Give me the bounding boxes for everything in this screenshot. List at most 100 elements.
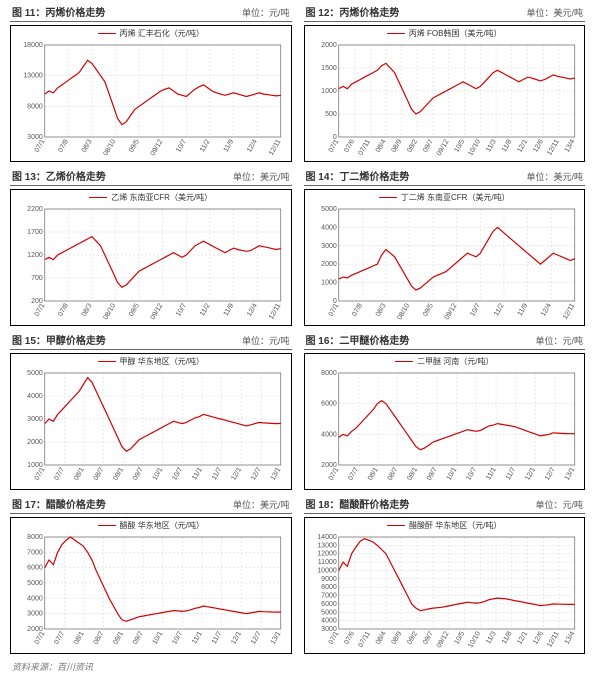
svg-text:09/7: 09/7	[422, 630, 435, 645]
svg-text:12/11: 12/11	[561, 302, 576, 320]
svg-text:08/10: 08/10	[102, 302, 117, 321]
svg-text:09/1: 09/1	[406, 466, 419, 481]
legend-line-icon	[387, 33, 405, 34]
svg-text:09/7: 09/7	[132, 630, 145, 645]
svg-text:09/1: 09/1	[112, 466, 125, 481]
chart-legend: 醋酸酐 华东地区（元/吨）	[307, 520, 583, 531]
svg-text:09/12: 09/12	[435, 138, 450, 157]
svg-text:8000: 8000	[27, 103, 43, 110]
panel-header: 图 14：丁二烯价格走势 单位：美元/吨	[304, 168, 586, 186]
svg-text:12/1: 12/1	[230, 630, 243, 645]
svg-text:10/7: 10/7	[469, 302, 482, 317]
chart-legend: 丙烯 汇丰石化（元/吨）	[13, 28, 289, 39]
svg-text:12/4: 12/4	[540, 302, 553, 317]
chart-grid: 图 11：丙烯价格走势 单位：元/吨 丙烯 汇丰石化（元/吨） 3000 8000…	[10, 4, 585, 654]
chart-body: 200040006000800007/107/708/108/709/109/7…	[307, 369, 583, 487]
svg-text:09/1: 09/1	[112, 630, 125, 645]
chart-box: 丁二烯 东南亚CFR（美元/吨） 01000200030004000500007…	[304, 189, 586, 326]
chart-box: 醋酸酐 华东地区（元/吨） 30004000500060007000800090…	[304, 517, 586, 654]
chart-row: 图 17：醋酸价格走势 单位：美元/吨 醋酸 华东地区（元/吨） 2000300…	[10, 496, 585, 654]
legend-line-icon	[98, 33, 116, 34]
svg-text:12/11: 12/11	[268, 302, 283, 320]
svg-text:11/2: 11/2	[493, 302, 506, 317]
svg-text:9000: 9000	[321, 576, 337, 583]
svg-text:5000: 5000	[27, 580, 43, 587]
panel-header: 图 13：乙烯价格走势 单位：美元/吨	[10, 168, 292, 186]
chart-row: 图 11：丙烯价格走势 单位：元/吨 丙烯 汇丰石化（元/吨） 30008000…	[10, 4, 585, 162]
svg-text:11/7: 11/7	[504, 466, 517, 481]
panel-unit: 单位：美元/吨	[526, 6, 583, 19]
panel-header: 图 15：甲醇价格走势 单位：元/吨	[10, 332, 292, 350]
legend-label: 乙烯 东南亚CFR（美元/吨）	[111, 192, 212, 203]
chart-panel: 图 11：丙烯价格走势 单位：元/吨 丙烯 汇丰石化（元/吨） 30008000…	[10, 4, 292, 162]
chart-row: 图 13：乙烯价格走势 单位：美元/吨 乙烯 东南亚CFR（美元/吨） 2007…	[10, 168, 585, 326]
svg-text:11/3: 11/3	[485, 630, 498, 645]
legend-label: 甲醇 华东地区（元/吨）	[120, 356, 204, 367]
svg-text:11/1: 11/1	[191, 466, 204, 481]
panel-unit: 单位：元/吨	[242, 6, 290, 19]
svg-text:11/2: 11/2	[199, 138, 212, 153]
chart-box: 丙烯 汇丰石化（元/吨） 30008000130001800007/107/80…	[10, 25, 292, 162]
svg-text:09/12: 09/12	[435, 630, 450, 649]
svg-text:09/2: 09/2	[406, 138, 419, 153]
panel-header: 图 12：丙烯价格走势 单位：美元/吨	[304, 4, 586, 22]
svg-text:4000: 4000	[321, 618, 337, 625]
svg-text:07/8: 07/8	[351, 302, 364, 317]
svg-text:12/11: 12/11	[268, 138, 283, 156]
panel-header: 图 11：丙烯价格走势 单位：元/吨	[10, 4, 292, 22]
svg-text:08/10: 08/10	[102, 138, 117, 157]
chart-row: 图 15：甲醇价格走势 单位：元/吨 甲醇 华东地区（元/吨） 10002000…	[10, 332, 585, 490]
svg-text:08/9: 08/9	[390, 630, 403, 645]
svg-text:13000: 13000	[23, 73, 43, 80]
chart-body: 200030004000500060007000800007/107/708/1…	[13, 533, 289, 651]
svg-text:10000: 10000	[317, 567, 337, 574]
svg-text:10/1: 10/1	[152, 630, 165, 645]
svg-text:10/1: 10/1	[445, 466, 458, 481]
chart-legend: 丙烯 FOB韩国（美元/吨）	[307, 28, 583, 39]
svg-text:07/11: 07/11	[357, 630, 372, 648]
panel-header: 图 17：醋酸价格走势 单位：美元/吨	[10, 496, 292, 514]
svg-text:09/12: 09/12	[150, 302, 165, 321]
svg-text:11/8: 11/8	[500, 630, 513, 645]
chart-body: 01000200030004000500007/107/808/308/1009…	[307, 205, 583, 323]
svg-text:10/7: 10/7	[175, 138, 188, 153]
svg-text:3000: 3000	[27, 611, 43, 618]
svg-text:13000: 13000	[317, 542, 337, 549]
svg-text:2200: 2200	[27, 206, 43, 213]
svg-text:07/1: 07/1	[327, 302, 340, 317]
svg-text:13/1: 13/1	[563, 466, 576, 481]
legend-label: 醋酸酐 华东地区（元/吨）	[409, 520, 501, 531]
svg-text:14000: 14000	[317, 534, 337, 541]
panel-title: 图 13：乙烯价格走势	[12, 168, 106, 183]
svg-text:12/6: 12/6	[532, 630, 545, 645]
svg-text:6000: 6000	[321, 601, 337, 608]
chart-body: 30008000130001800007/107/808/308/1009/50…	[13, 41, 289, 159]
svg-text:08/1: 08/1	[366, 466, 379, 481]
svg-text:08/3: 08/3	[81, 138, 94, 153]
panel-unit: 单位：元/吨	[242, 334, 290, 347]
svg-text:3000: 3000	[27, 416, 43, 423]
chart-body: 20070012001700220007/107/808/308/1009/50…	[13, 205, 289, 323]
svg-text:11/1: 11/1	[191, 630, 204, 645]
panel-title: 图 17：醋酸价格走势	[12, 496, 106, 511]
panel-title: 图 14：丁二烯价格走势	[306, 168, 410, 183]
svg-text:1000: 1000	[321, 280, 337, 287]
panel-title: 图 12：丙烯价格走势	[306, 4, 400, 19]
svg-text:10/7: 10/7	[465, 466, 478, 481]
svg-text:07/8: 07/8	[57, 302, 70, 317]
svg-text:08/9: 08/9	[390, 138, 403, 153]
svg-text:11000: 11000	[317, 559, 336, 566]
panel-unit: 单位：美元/吨	[526, 170, 583, 183]
svg-text:13/1: 13/1	[270, 466, 283, 481]
chart-legend: 甲醇 华东地区（元/吨）	[13, 356, 289, 367]
svg-text:5000: 5000	[321, 609, 337, 616]
svg-text:07/6: 07/6	[343, 138, 356, 153]
svg-text:08/7: 08/7	[386, 466, 399, 481]
source-note: 资料来源：百川资讯	[10, 660, 585, 673]
chart-panel: 图 12：丙烯价格走势 单位：美元/吨 丙烯 FOB韩国（美元/吨） 05001…	[304, 4, 586, 162]
svg-text:09/5: 09/5	[422, 302, 435, 317]
svg-text:2000: 2000	[27, 439, 43, 446]
svg-text:12/6: 12/6	[532, 138, 545, 153]
svg-text:2000: 2000	[321, 261, 337, 268]
svg-text:08/10: 08/10	[396, 302, 411, 321]
